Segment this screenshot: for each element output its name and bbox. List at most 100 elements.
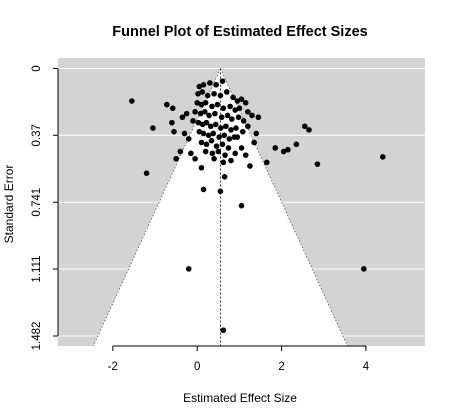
data-point	[179, 114, 186, 121]
data-point	[272, 145, 279, 151]
data-point	[213, 143, 220, 149]
data-point	[234, 98, 241, 104]
y-tick-label: 0	[31, 65, 43, 71]
data-point	[216, 134, 222, 140]
data-point	[236, 105, 243, 112]
data-point	[164, 101, 170, 108]
data-point	[183, 110, 190, 117]
data-point	[220, 105, 227, 112]
data-point	[234, 134, 241, 140]
data-point	[194, 99, 201, 106]
data-point	[200, 81, 207, 88]
data-point	[198, 164, 205, 171]
data-point	[204, 92, 211, 99]
data-point	[238, 96, 245, 102]
data-point	[208, 137, 215, 144]
data-point	[185, 136, 192, 142]
data-point	[235, 114, 242, 121]
x-axis: -2 0 2 4	[108, 345, 370, 373]
data-point	[219, 78, 226, 84]
y-axis-label: Standard Error	[2, 165, 16, 244]
chart-title: Funnel Plot of Estimated Effect Sizes	[112, 24, 367, 40]
data-point	[240, 118, 247, 124]
data-point	[203, 119, 210, 126]
data-point	[264, 159, 270, 166]
data-point	[238, 145, 245, 151]
data-point	[224, 112, 231, 119]
data-point	[143, 170, 150, 176]
data-point	[232, 107, 238, 113]
data-point	[169, 105, 176, 112]
data-point	[213, 81, 219, 88]
data-point	[202, 99, 209, 106]
data-point	[196, 83, 203, 90]
data-point	[242, 99, 249, 106]
data-point	[380, 154, 386, 160]
data-point	[285, 146, 291, 153]
y-tick-label: 0.741	[31, 188, 43, 217]
data-point	[200, 130, 207, 137]
x-tick-label: 2	[278, 361, 284, 373]
data-point	[221, 132, 228, 139]
data-point	[195, 119, 202, 126]
data-point	[212, 110, 218, 117]
data-point	[255, 114, 262, 121]
x-tick-label: -2	[108, 361, 118, 373]
data-point	[226, 136, 233, 142]
y-tick-label: 1.482	[31, 322, 43, 351]
y-axis: 0 0.37 0.741 1.111 1.482	[31, 65, 59, 351]
x-tick-label: 4	[363, 361, 370, 373]
data-point	[181, 130, 188, 137]
data-point	[150, 125, 156, 131]
data-point	[173, 155, 179, 162]
data-point	[215, 148, 222, 155]
data-point	[217, 188, 224, 195]
data-point	[219, 141, 226, 148]
data-point	[230, 94, 236, 101]
data-point	[218, 125, 224, 131]
data-point	[301, 123, 308, 130]
data-point	[198, 139, 205, 146]
data-point	[242, 152, 249, 158]
data-point	[220, 159, 227, 166]
data-point	[223, 123, 229, 130]
data-point	[192, 109, 198, 115]
data-point	[221, 173, 228, 180]
data-point	[209, 103, 215, 110]
data-point	[212, 121, 219, 128]
y-tick-label: 1.111	[31, 255, 43, 282]
funnel-region	[93, 68, 348, 346]
data-point	[210, 130, 217, 137]
data-point	[220, 327, 227, 334]
data-point	[177, 148, 184, 155]
data-point	[197, 110, 204, 117]
data-point	[361, 266, 367, 272]
data-point	[217, 92, 224, 99]
data-point	[199, 89, 206, 95]
data-point	[293, 141, 300, 148]
data-point	[218, 114, 225, 121]
data-point	[206, 112, 212, 119]
data-point	[251, 139, 257, 146]
data-point	[225, 145, 232, 151]
data-point	[211, 155, 217, 162]
data-point	[232, 150, 238, 157]
data-point	[239, 128, 246, 135]
data-point	[238, 202, 245, 209]
data-point	[233, 125, 239, 131]
data-point	[306, 127, 312, 133]
data-point	[200, 186, 207, 193]
data-point	[205, 132, 212, 139]
data-point	[190, 118, 196, 124]
data-point	[202, 109, 208, 115]
data-point	[207, 80, 213, 86]
data-point	[207, 123, 214, 130]
data-point	[280, 148, 287, 155]
data-point	[203, 141, 210, 148]
data-point	[195, 90, 201, 97]
data-point	[214, 101, 221, 108]
data-point	[228, 116, 235, 122]
data-point	[171, 128, 177, 135]
data-point	[227, 103, 233, 110]
